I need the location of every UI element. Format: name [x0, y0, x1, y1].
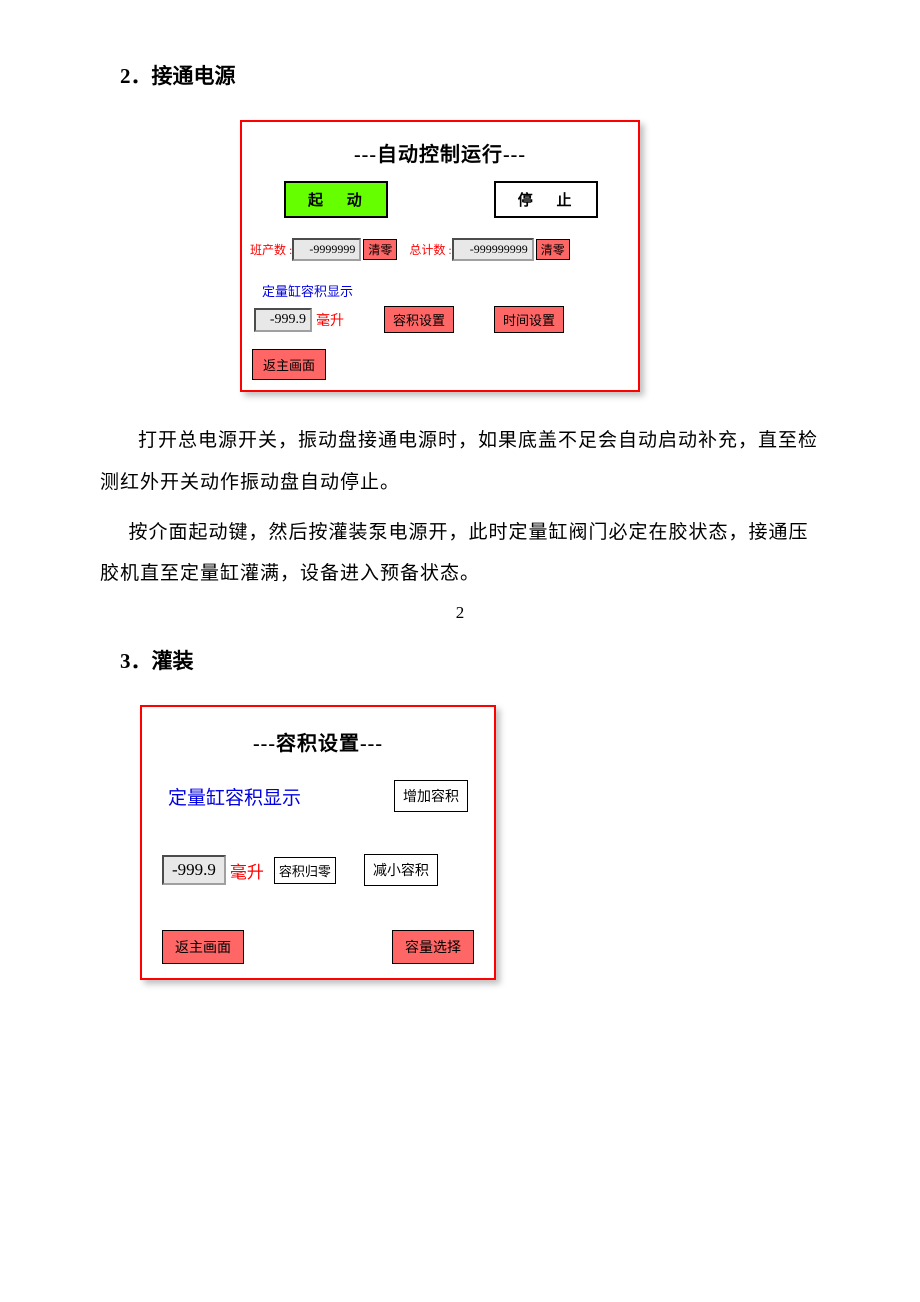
stop-button[interactable]: 停 止 [494, 181, 598, 218]
section2-para2: 按介面起动键，然后按灌装泵电源开，此时定量缸阀门必定在胶状态，接通压胶机直至定量… [100, 512, 820, 596]
capacity-select-button[interactable]: 容量选择 [392, 930, 474, 964]
vol-set-button[interactable]: 容积设置 [384, 306, 454, 333]
shift-count-value: -9999999 [292, 238, 361, 261]
vol-value-2: -999.9 [162, 855, 226, 885]
panel2-row2: -999.9 毫升 容积归零 减小容积 [142, 854, 494, 886]
section2-para1: 打开总电源开关，振动盘接通电源时，如果底盖不足会自动启动补充，直至检测红外开关动… [100, 420, 820, 504]
section-2-heading: 2．接通电源 [120, 60, 820, 90]
vol-unit: 毫升 [316, 310, 344, 330]
section-3-heading: 3．灌装 [120, 645, 820, 675]
total-count-value: -999999999 [452, 238, 534, 261]
return-main-button-2[interactable]: 返主画面 [162, 930, 244, 964]
panel-auto-control: ---自动控制运行--- 起 动 停 止 班产数 : -9999999 清零 总… [240, 120, 640, 392]
shift-clear-button[interactable]: 清零 [363, 239, 397, 260]
total-clear-button[interactable]: 清零 [536, 239, 570, 260]
panel-volume-set: ---容积设置--- 定量缸容积显示 增加容积 -999.9 毫升 容积归零 减… [140, 705, 496, 980]
panel2-row3: 返主画面 容量选择 [142, 930, 494, 964]
panel2-row1: 定量缸容积显示 增加容积 [142, 780, 494, 812]
panel-volume-set-wrap: ---容积设置--- 定量缸容积显示 增加容积 -999.9 毫升 容积归零 减… [140, 705, 820, 980]
panel2-title: ---容积设置--- [142, 727, 494, 756]
panel1-row-volume: -999.9 毫升 容积设置 时间设置 [242, 306, 638, 333]
vol-display-label: 定量缸容积显示 [262, 281, 638, 300]
vol-unit-2: 毫升 [230, 858, 264, 883]
panel1-row-startstop: 起 动 停 止 [242, 181, 638, 218]
panel1-title: ---自动控制运行--- [242, 138, 638, 167]
start-button[interactable]: 起 动 [284, 181, 388, 218]
shift-count-label: 班产数 : [250, 241, 292, 258]
panel-auto-control-wrap: ---自动控制运行--- 起 动 停 止 班产数 : -9999999 清零 总… [240, 120, 820, 392]
vol-display-label-2: 定量缸容积显示 [168, 783, 301, 810]
vol-value: -999.9 [254, 308, 312, 332]
page-number: 2 [100, 603, 820, 623]
decrease-vol-button[interactable]: 减小容积 [364, 854, 438, 886]
return-main-button-1[interactable]: 返主画面 [252, 349, 326, 380]
time-set-button[interactable]: 时间设置 [494, 306, 564, 333]
total-count-label: 总计数 : [409, 241, 451, 258]
increase-vol-button[interactable]: 增加容积 [394, 780, 468, 812]
panel1-row-counts: 班产数 : -9999999 清零 总计数 : -999999999 清零 [242, 238, 638, 261]
vol-zero-button[interactable]: 容积归零 [274, 857, 336, 884]
